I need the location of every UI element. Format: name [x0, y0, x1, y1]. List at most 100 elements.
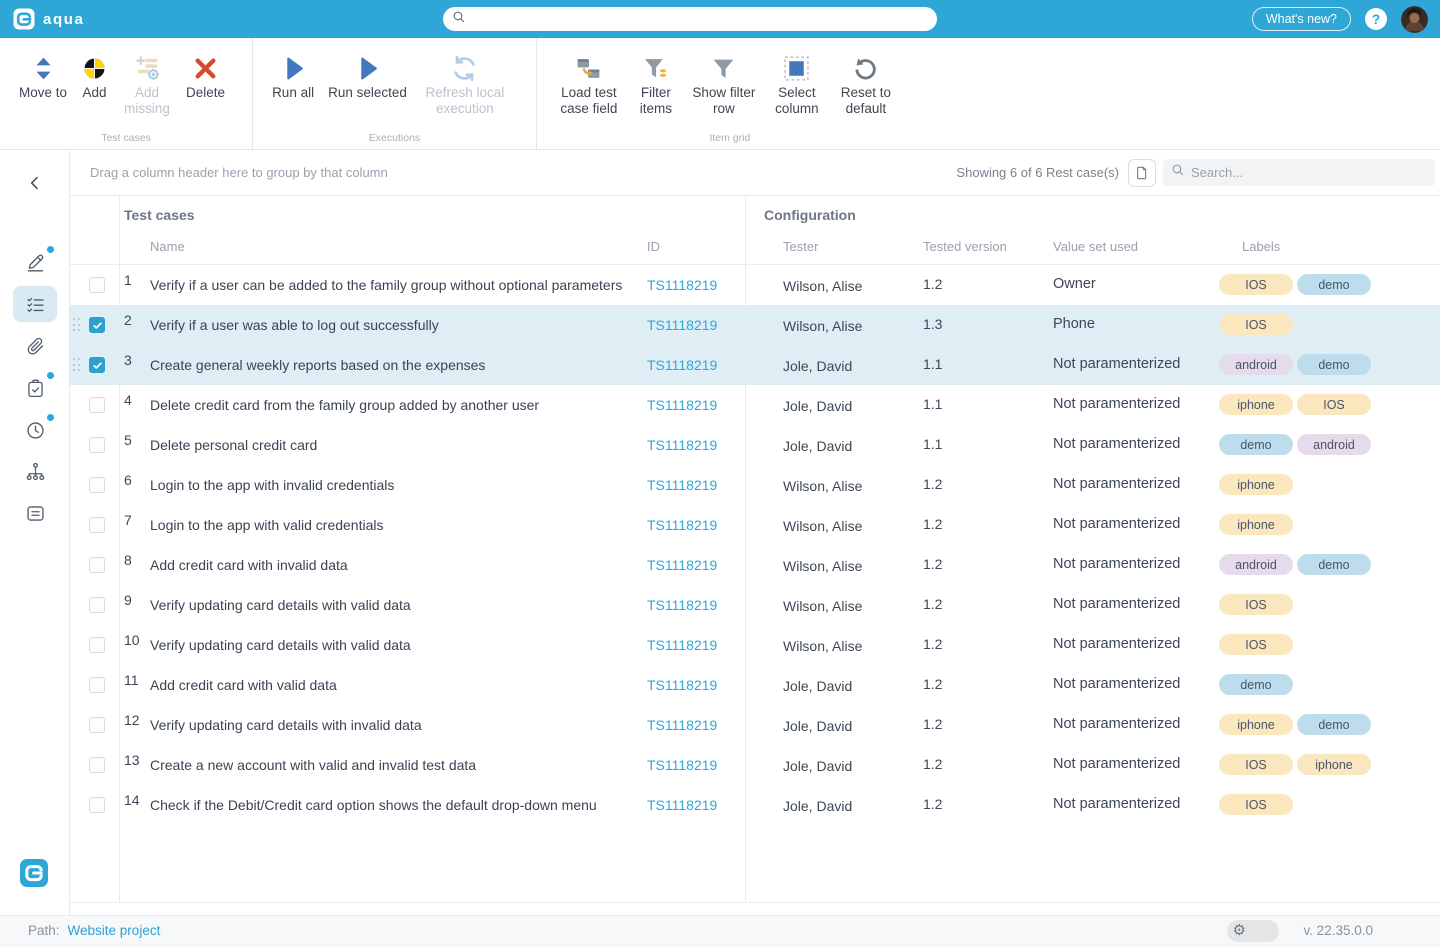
global-search-input[interactable] [472, 11, 928, 27]
status-bar: Path: Website project ⚙ v. 22.35.0.0 [0, 915, 1440, 945]
select-column-icon [783, 55, 810, 82]
row-checkbox[interactable] [89, 597, 105, 613]
column-header-tested-version[interactable]: Tested version [923, 239, 1007, 254]
row-checkbox[interactable] [89, 397, 105, 413]
row-checkbox[interactable] [89, 677, 105, 693]
table-row[interactable]: 13 Create a new account with valid and in… [70, 745, 1440, 785]
table-row[interactable]: 14 Check if the Debit/Credit card option … [70, 785, 1440, 825]
settings-toggle[interactable]: ⚙ [1227, 919, 1280, 942]
column-header-name[interactable]: Name [150, 239, 185, 254]
showing-count: Showing 6 of 6 Rest case(s) [956, 165, 1119, 180]
label-pill: IOS [1219, 754, 1293, 775]
table-row[interactable]: 2 Verify if a user was able to log out su… [70, 305, 1440, 345]
table-row[interactable]: 7 Login to the app with valid credentials… [70, 505, 1440, 545]
test-case-name: Add credit card with valid data [150, 677, 337, 693]
run-selected-button[interactable]: Run selected [328, 55, 407, 101]
toolbar-button-label: Select column [775, 85, 819, 117]
load-test-case-field-button[interactable]: Load test case field [556, 55, 622, 117]
test-case-id-link[interactable]: TS1118219 [647, 597, 718, 613]
row-checkbox[interactable] [89, 517, 105, 533]
test-case-id-link[interactable]: TS1118219 [647, 757, 718, 773]
row-checkbox[interactable] [89, 357, 105, 373]
drag-handle-icon[interactable] [73, 318, 82, 333]
test-case-id-link[interactable]: TS1118219 [647, 477, 718, 493]
sidebar-item-pencil[interactable] [13, 244, 57, 280]
table-row[interactable]: 4 Delete credit card from the family grou… [70, 385, 1440, 425]
user-avatar[interactable] [1401, 5, 1428, 33]
tested-version-cell: 1.2 [923, 716, 943, 732]
sidebar-item-note[interactable] [13, 495, 57, 531]
reset-to-default-button[interactable]: Reset to default [836, 55, 896, 117]
collapse-sidebar-button[interactable] [13, 165, 57, 201]
label-pill: iphone [1219, 714, 1293, 735]
labels-cell: iphone [1219, 514, 1293, 535]
table-row[interactable]: 6 Login to the app with invalid credentia… [70, 465, 1440, 505]
test-case-id-link[interactable]: TS1118219 [647, 517, 718, 533]
grid-search-input[interactable] [1191, 165, 1427, 180]
test-case-id-link[interactable]: TS1118219 [647, 357, 718, 373]
row-checkbox[interactable] [89, 437, 105, 453]
add-button[interactable]: Add [81, 55, 108, 101]
sidebar-item-clock[interactable] [13, 412, 57, 448]
row-number: 1 [124, 272, 132, 288]
test-case-id-link[interactable]: TS1118219 [647, 677, 718, 693]
label-pill: iphone [1219, 394, 1293, 415]
whats-new-button[interactable]: What's new? [1251, 7, 1351, 31]
table-row[interactable]: 8 Add credit card with invalid data TS1118… [70, 545, 1440, 585]
row-number: 11 [124, 672, 139, 688]
test-case-id-link[interactable]: TS1118219 [647, 277, 718, 293]
test-case-name: Verify if a user can be added to the fam… [150, 277, 623, 293]
tested-version-cell: 1.2 [923, 556, 943, 572]
table-row[interactable]: 9 Verify updating card details with valid… [70, 585, 1440, 625]
test-case-id-link[interactable]: TS1118219 [647, 397, 718, 413]
help-button[interactable]: ? [1365, 8, 1387, 30]
row-checkbox[interactable] [89, 797, 105, 813]
row-checkbox[interactable] [89, 477, 105, 493]
test-case-id-link[interactable]: TS1118219 [647, 557, 718, 573]
labels-cell: IOS [1219, 634, 1293, 655]
sidebar-item-checklist[interactable] [13, 286, 57, 322]
show-filter-row-button[interactable]: Show filter row [690, 55, 758, 117]
test-case-name: Add credit card with invalid data [150, 557, 348, 573]
table-row[interactable]: 11 Add credit card with valid data TS11182… [70, 665, 1440, 705]
test-case-id-link[interactable]: TS1118219 [647, 797, 718, 813]
labels-cell: iphone [1219, 474, 1293, 495]
column-header-tester[interactable]: Tester [783, 239, 819, 254]
select-column-button[interactable]: Select column [772, 55, 822, 117]
column-header-labels[interactable]: Labels [1242, 239, 1281, 254]
row-checkbox[interactable] [89, 757, 105, 773]
row-checkbox[interactable] [89, 637, 105, 653]
sidebar-item-paperclip[interactable] [13, 328, 57, 364]
table-row[interactable]: 1 Verify if a user can be added to the fa… [70, 265, 1440, 305]
sidebar-item-sitemap[interactable] [13, 453, 57, 489]
row-checkbox[interactable] [89, 317, 105, 333]
table-row[interactable]: 3 Create general weekly reports based on … [70, 345, 1440, 385]
copy-document-button[interactable] [1128, 158, 1156, 187]
filter-items-button[interactable]: Filter items [636, 55, 676, 117]
column-group-test-cases[interactable]: Test cases [124, 207, 195, 223]
grid-search[interactable] [1163, 159, 1435, 186]
table-row[interactable]: 12 Verify updating card details with inva… [70, 705, 1440, 745]
test-case-id-link[interactable]: TS1118219 [647, 717, 718, 733]
move-to-button[interactable]: Move to [19, 55, 67, 101]
row-checkbox[interactable] [89, 557, 105, 573]
column-header-id[interactable]: ID [647, 239, 660, 254]
delete-button[interactable]: Delete [186, 55, 225, 101]
row-checkbox[interactable] [89, 277, 105, 293]
drag-handle-icon[interactable] [73, 358, 82, 373]
column-group-configuration[interactable]: Configuration [764, 207, 856, 223]
test-case-id-link[interactable]: TS1118219 [647, 437, 718, 453]
test-case-id-link[interactable]: TS1118219 [647, 637, 718, 653]
sidebar-item-clipboard-check[interactable] [13, 370, 57, 406]
row-checkbox[interactable] [89, 717, 105, 733]
tested-version-cell: 1.2 [923, 476, 943, 492]
run-all-button[interactable]: Run all [272, 55, 314, 101]
load-icon [575, 55, 602, 82]
path-project-link[interactable]: Website project [67, 923, 161, 938]
table-row[interactable]: 5 Delete personal credit card TS1118219 Jol… [70, 425, 1440, 465]
value-set-cell: Owner [1053, 276, 1096, 292]
global-search[interactable] [443, 7, 937, 31]
column-header-value-set[interactable]: Value set used [1053, 239, 1139, 254]
test-case-id-link[interactable]: TS1118219 [647, 317, 718, 333]
table-row[interactable]: 10 Verify updating card details with vali… [70, 625, 1440, 665]
